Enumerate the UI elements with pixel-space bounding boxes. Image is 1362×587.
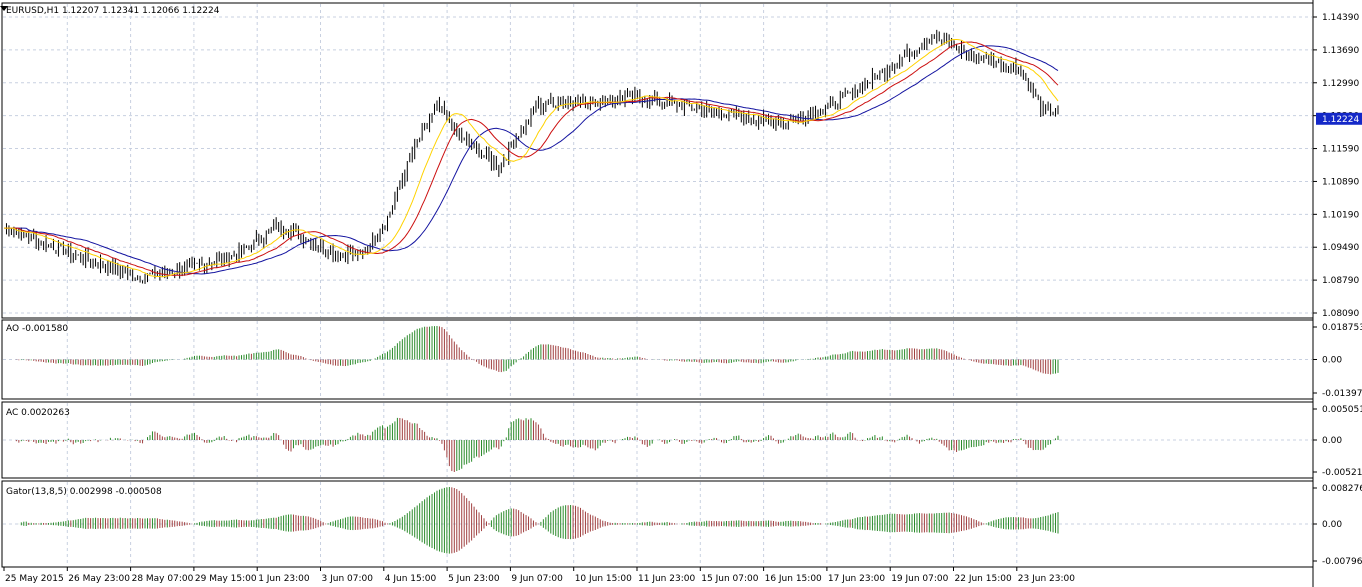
gator-tick-label: -0.007965 (1322, 557, 1362, 567)
gator-tick-label: 0.00 (1322, 520, 1342, 530)
x-tick-label: 29 May 15:00 (195, 574, 257, 584)
price-tick-label: 1.11590 (1322, 145, 1359, 155)
gator-panel: Gator(13,8,5) 0.002998 -0.000508 (6, 487, 1059, 554)
x-tick-label: 9 Jun 07:00 (511, 574, 563, 584)
alligator-jaw-line (4, 45, 1059, 275)
price-tick-label: 1.09490 (1322, 243, 1359, 253)
gator-histogram (18, 487, 1059, 554)
x-tick-label: 15 Jun 07:00 (701, 574, 758, 584)
price-panel: EURUSD,H1 1.12207 1.12341 1.12066 1.1222… (0, 6, 1059, 284)
gator-label: Gator(13,8,5) 0.002998 -0.000508 (6, 487, 162, 497)
x-tick-label: 22 Jun 15:00 (955, 574, 1012, 584)
alligator-teeth-line (4, 41, 1059, 276)
x-tick-label: 4 Jun 15:00 (385, 574, 437, 584)
symbol-header: EURUSD,H1 1.12207 1.12341 1.12066 1.1222… (6, 6, 220, 16)
price-tick-label: 1.08790 (1322, 276, 1359, 286)
price-tag-box (1316, 112, 1362, 125)
ao-tick-label: 0.018753 (1322, 323, 1362, 333)
x-tick-label: 23 Jun 23:00 (1018, 574, 1075, 584)
ao-panel: AO -0.001580 (6, 324, 1059, 375)
alligator-lips-line (4, 39, 1059, 278)
ac-histogram (15, 417, 1059, 472)
gator-tick-label: 0.008276 (1322, 484, 1362, 494)
x-tick-label: 25 May 2015 (5, 574, 64, 584)
ao-tick-label: 0.00 (1322, 356, 1342, 366)
x-tick-label: 16 Jun 15:00 (765, 574, 822, 584)
price-tag-text: 1.12224 (1322, 115, 1359, 125)
current-price-tag: 1.12224 (1316, 112, 1362, 125)
ao-histogram (15, 326, 1059, 375)
candlestick-series (5, 29, 1059, 284)
x-tick-label: 28 May 07:00 (132, 574, 194, 584)
ac-tick-label: -0.005218 (1322, 468, 1362, 478)
x-tick-label: 3 Jun 07:00 (322, 574, 374, 584)
ac-tick-label: 0.00 (1322, 436, 1342, 446)
price-tick-label: 1.13690 (1322, 46, 1359, 56)
ac-panel: AC 0.0020263 (6, 408, 1059, 472)
ao-label: AO -0.001580 (6, 324, 68, 334)
collapse-triangle-icon[interactable] (0, 6, 8, 11)
price-tick-label: 1.08090 (1322, 309, 1359, 319)
alligator-lines (4, 39, 1059, 278)
ac-tick-label: 0.005051 (1322, 405, 1362, 415)
x-tick-label: 1 Jun 23:00 (258, 574, 310, 584)
y-axis-labels: 1.143901.136901.129901.122901.115901.108… (1313, 13, 1362, 567)
x-tick-label: 5 Jun 23:00 (448, 574, 500, 584)
price-tick-label: 1.10890 (1322, 177, 1359, 187)
price-tick-label: 1.14390 (1322, 13, 1359, 23)
price-tick-label: 1.12990 (1322, 79, 1359, 89)
x-axis-labels: 25 May 2015 26 May 23:00 28 May 07:00 29 Ma… (3, 567, 1075, 584)
price-tick-label: 1.10190 (1322, 210, 1359, 220)
x-tick-label: 11 Jun 23:00 (638, 574, 695, 584)
ao-tick-label: -0.013979 (1322, 389, 1362, 399)
x-tick-label: 19 Jun 07:00 (891, 574, 948, 584)
ac-label: AC 0.0020263 (6, 408, 70, 418)
grid-lines (3, 4, 1312, 566)
x-tick-label: 17 Jun 23:00 (828, 574, 885, 584)
x-tick-label: 26 May 23:00 (68, 574, 130, 584)
x-tick-label: 10 Jun 15:00 (575, 574, 632, 584)
panel-frames (1, 0, 1314, 587)
